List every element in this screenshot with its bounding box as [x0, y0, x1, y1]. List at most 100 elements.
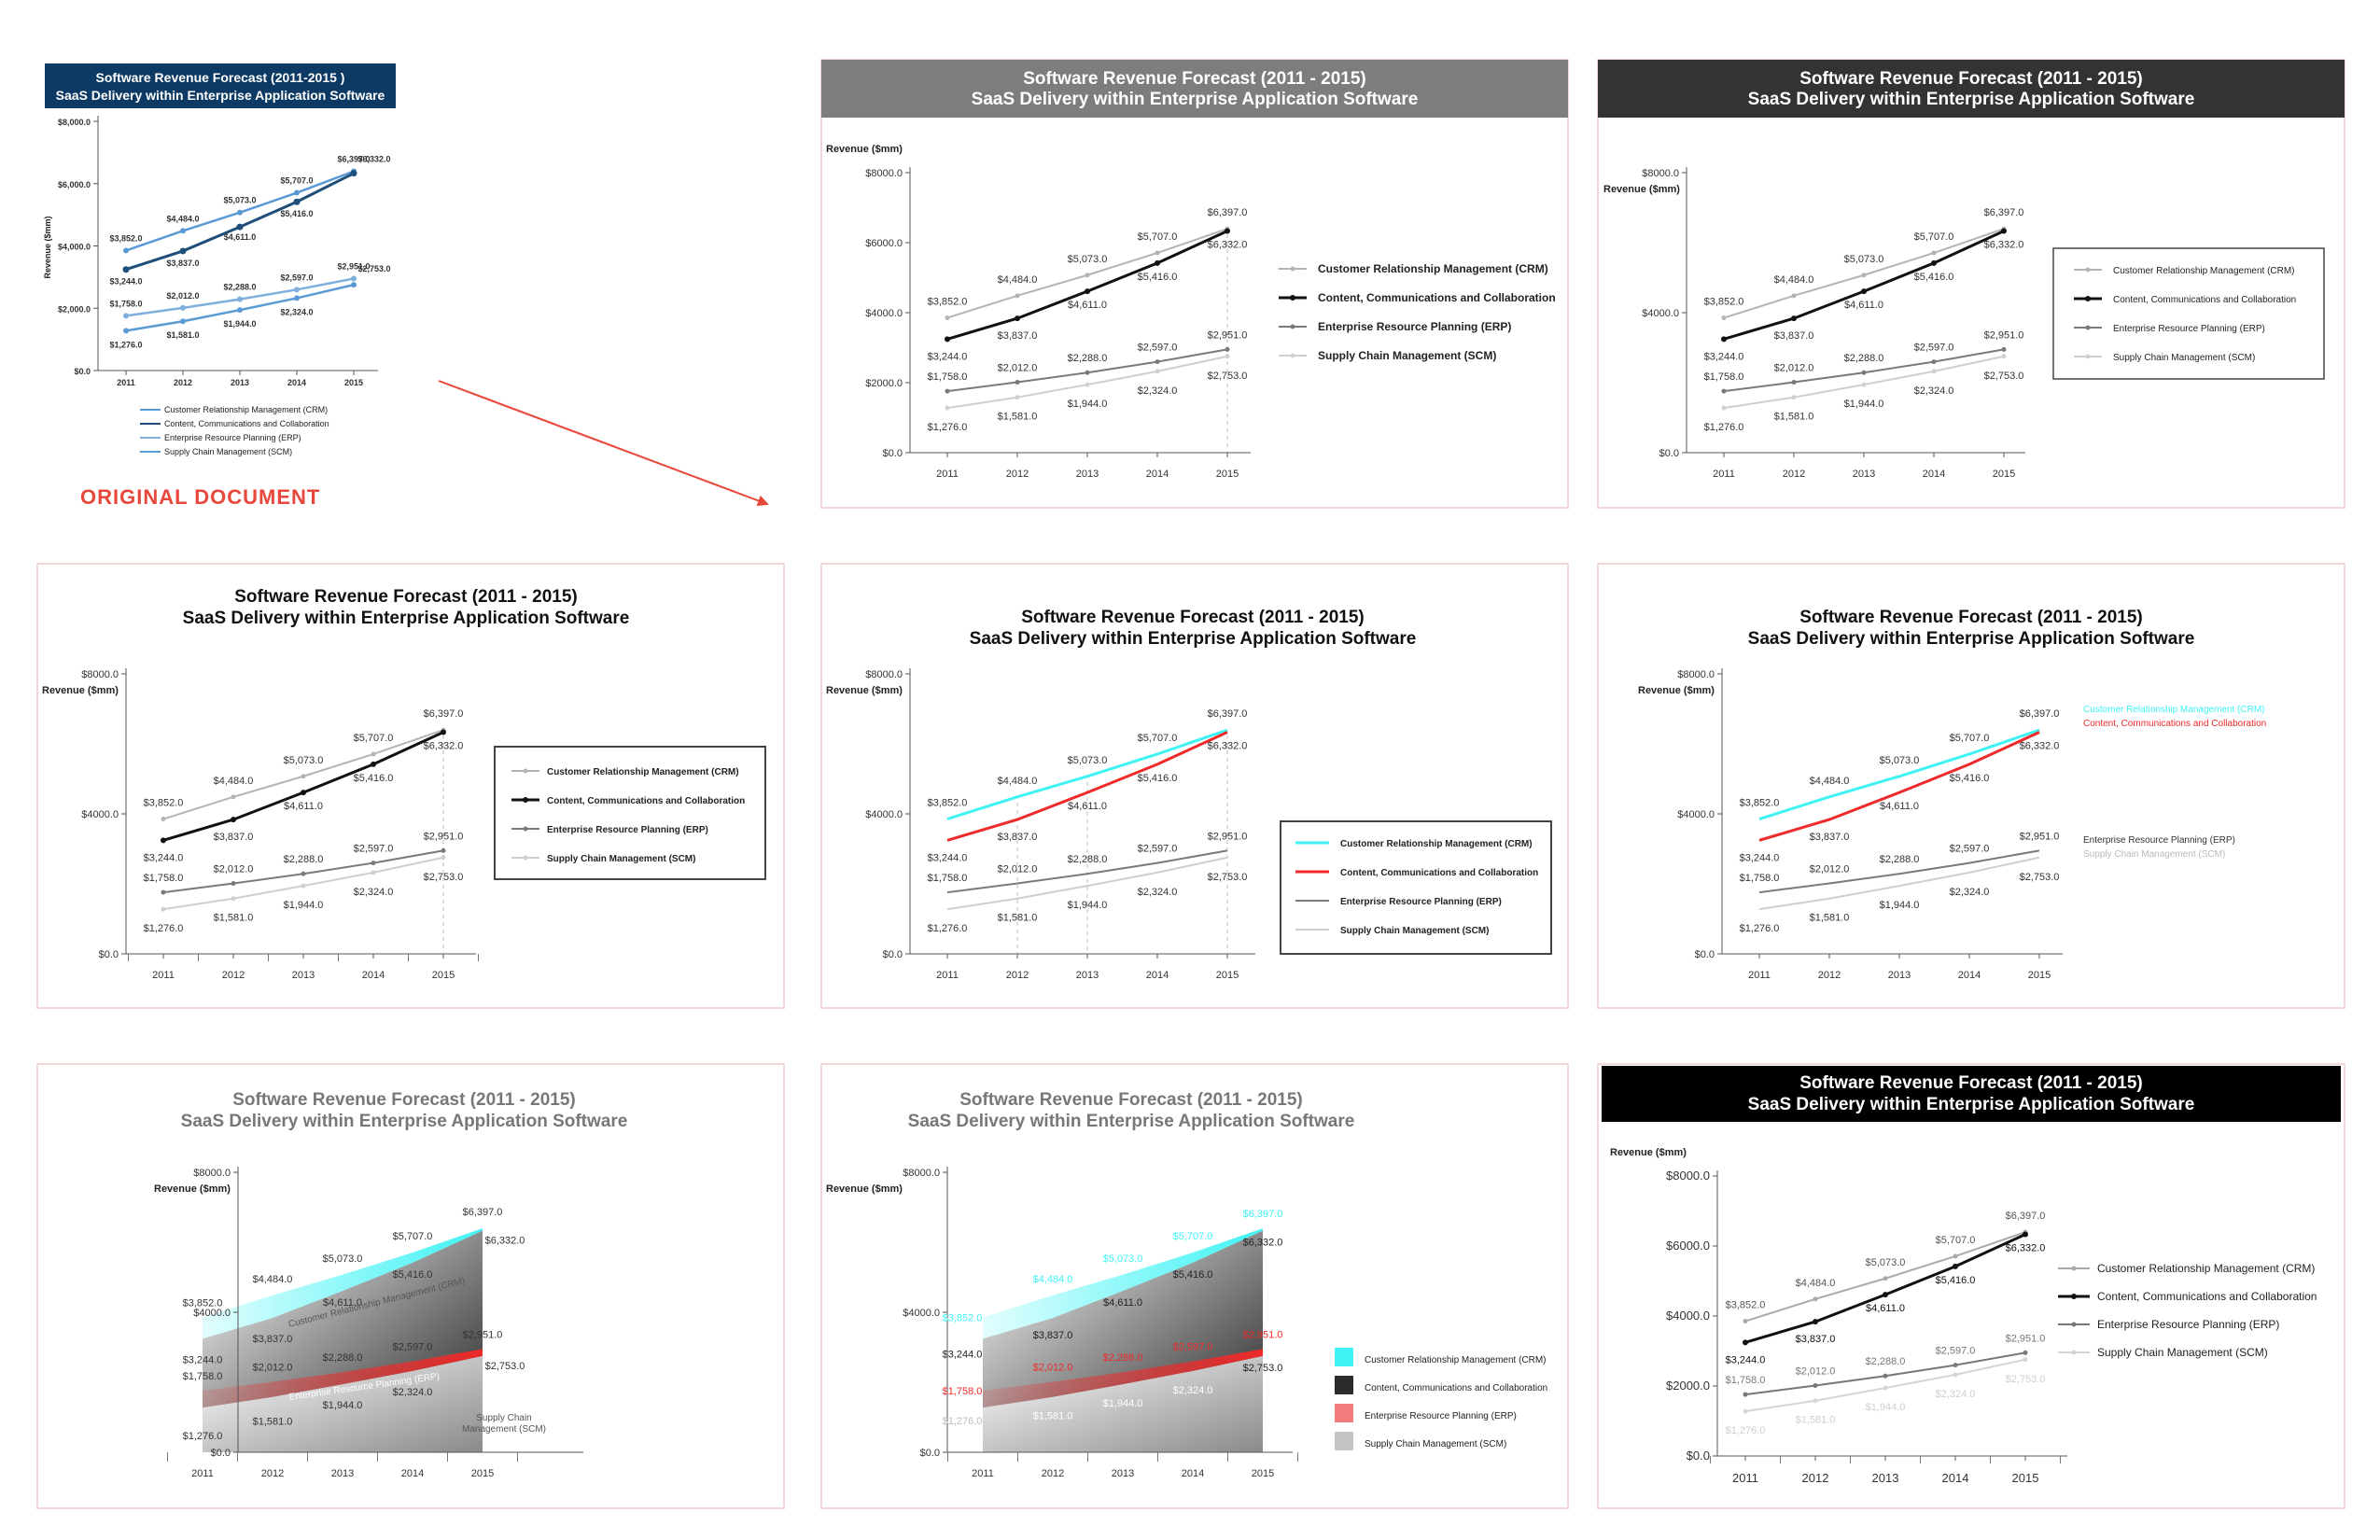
data-label-crm: $5,073.0: [1068, 254, 1108, 265]
legend-marker-erp: [1290, 324, 1295, 329]
data-label-ccc: $5,416.0: [1138, 773, 1178, 784]
x-tick-label: 2014: [1146, 469, 1169, 480]
data-label-erp: $2,288.0: [284, 854, 324, 865]
data-label-ccc: $6,332.0: [1243, 1238, 1283, 1249]
data-point-ccc: [1883, 1292, 1888, 1298]
data-point-ccc: [1813, 1319, 1818, 1325]
data-label-scm: $1,276.0: [928, 422, 968, 433]
data-point-ccc: [122, 266, 130, 273]
data-label-erp: $1,758.0: [109, 299, 142, 308]
panel-b-chart: $8000.0 $4000.0 $0.0 2011 2012 2013 2014 2015 Re…: [1603, 167, 2025, 480]
y-axis-label: Revenue ($mm): [1610, 1147, 1687, 1158]
data-label-ccc: $3,837.0: [1796, 1334, 1836, 1345]
x-tick-label: 2011: [191, 1468, 214, 1479]
data-label-erp: $2,951.0: [1208, 329, 1248, 341]
x-tick-label: 2013: [1076, 970, 1099, 981]
data-label-ccc: $3,244.0: [928, 351, 968, 362]
original-document: Software Revenue Forecast (2011-2015 ) Sa…: [45, 63, 769, 509]
y-tick-label: $4000.0: [865, 809, 903, 820]
data-point-erp: [1953, 1363, 1958, 1368]
data-label-erp: $2,597.0: [280, 273, 313, 282]
data-point-erp: [1155, 359, 1160, 365]
data-point-crm: [231, 794, 236, 800]
data-label-crm: $5,707.0: [354, 733, 394, 744]
data-point-erp: [371, 861, 376, 866]
data-point-scm: [1721, 405, 1727, 411]
data-point-crm: [294, 189, 300, 196]
data-label-erp: $1,758.0: [943, 1386, 983, 1397]
panel-g-legend: Customer Relationship Management (CRM) Co…: [1335, 1348, 1547, 1450]
chart-title: Software Revenue Forecast (2011 - 2015): [959, 1090, 1303, 1110]
chart-title: Software Revenue Forecast (2011 - 2015): [1799, 1073, 2143, 1093]
data-label-erp: $1,758.0: [928, 873, 968, 884]
data-point-scm: [1791, 395, 1797, 400]
original-subtitle: SaaS Delivery within Enterprise Applicat…: [56, 88, 385, 103]
y-tick-label: $2000.0: [1666, 1379, 1710, 1393]
data-label-erp: $1,758.0: [928, 371, 968, 383]
data-point-scm: [351, 282, 357, 288]
data-label-crm: $6,397.0: [424, 708, 464, 720]
data-label-ccc: $3,837.0: [214, 832, 254, 843]
data-label-ccc: $6,332.0: [2006, 1243, 2046, 1254]
data-label-scm: $1,276.0: [943, 1416, 983, 1427]
data-label-ccc: $4,611.0: [1068, 300, 1107, 311]
data-point-ccc: [1743, 1339, 1748, 1346]
data-point-erp: [441, 847, 446, 853]
y-tick-label: $4,000.0: [58, 243, 91, 252]
legend-marker-crm: [2071, 1266, 2077, 1271]
data-label-ccc: $5,416.0: [1950, 773, 1990, 784]
panel-black-banner: [1597, 1063, 2345, 1509]
data-point-ccc: [2023, 1231, 2028, 1238]
data-label-erp: $2,288.0: [1866, 1356, 1906, 1367]
data-label-scm: $1,276.0: [1740, 923, 1780, 934]
legend-label-scm: Supply Chain Management (SCM): [547, 854, 695, 864]
data-point-scm: [1155, 369, 1160, 374]
data-point-erp: [1015, 380, 1020, 385]
data-point-scm: [2023, 1357, 2028, 1363]
legend-marker-ccc: [2085, 296, 2091, 301]
legend-marker-scm: [2085, 354, 2091, 359]
data-label-scm: $1,581.0: [1774, 412, 1814, 423]
legend-label-ccc: Content, Communications and Collaboratio…: [2097, 1290, 2317, 1303]
data-label-ccc: $5,416.0: [1936, 1275, 1976, 1286]
original-chart: $8,000.0 $6,000.0 $4,000.0 $2,000.0 $0.0 2011…: [43, 116, 391, 387]
data-label-erp: $2,597.0: [1950, 844, 1990, 855]
x-tick-label: 2015: [432, 970, 455, 981]
data-label-erp: $2,288.0: [323, 1352, 363, 1364]
chart-title: Software Revenue Forecast (2011 - 2015): [234, 587, 578, 607]
legend-marker-ccc: [2071, 1294, 2077, 1299]
panel-d-chart: $8000.0 $4000.0 $0.0 2011 2012 2013 2014 2015 Re…: [826, 668, 1255, 981]
data-label-erp: $2,288.0: [1068, 854, 1108, 865]
series-line-scm: [1758, 856, 2040, 911]
data-point-scm: [301, 883, 306, 889]
chart-subtitle: SaaS Delivery within Enterprise Applicat…: [972, 90, 1419, 109]
data-point-scm: [231, 896, 236, 902]
area-label-ccc: and Collaboration: [483, 1310, 563, 1321]
panel-e-direct-labels: Customer Relationship Management (CRM) Co…: [2083, 705, 2266, 860]
data-label-crm: $5,707.0: [393, 1231, 433, 1242]
chart-subtitle: SaaS Delivery within Enterprise Applicat…: [908, 1112, 1355, 1131]
data-label-crm: $5,707.0: [280, 176, 313, 186]
data-label-scm: $2,324.0: [393, 1387, 433, 1398]
x-tick-label: 2014: [401, 1468, 424, 1479]
panel-a-chart: $8000.0 $6000.0 $4000.0 $2000.0 $0.0 2011 2012…: [826, 144, 1251, 480]
data-label-scm: $1,581.0: [1796, 1415, 1836, 1426]
x-tick-label: 2012: [222, 970, 245, 981]
data-point-crm: [237, 209, 243, 216]
data-label-crm: $6,397.0: [1243, 1209, 1283, 1220]
data-point-crm: [123, 247, 129, 254]
data-label-erp: $2,288.0: [1880, 854, 1920, 865]
x-tick-label: 2011: [117, 378, 135, 387]
data-label-crm: $6,397.0: [1208, 708, 1248, 720]
y-tick-label: $8000.0: [1677, 669, 1715, 680]
x-tick-label: 2013: [231, 378, 249, 387]
legend-marker-scm: [1290, 353, 1295, 358]
y-tick-label: $8000.0: [865, 168, 903, 179]
data-label-scm: $2,753.0: [485, 1361, 525, 1372]
data-label-scm: $1,581.0: [253, 1417, 293, 1428]
x-tick-label: 2015: [471, 1468, 494, 1479]
data-label-crm: $5,707.0: [1173, 1231, 1213, 1242]
data-label-ccc: $5,416.0: [280, 209, 313, 218]
y-axis-label: Revenue ($mm): [1638, 685, 1715, 696]
panel-a-title: Software Revenue Forecast (2011 - 2015)S…: [821, 60, 1568, 118]
